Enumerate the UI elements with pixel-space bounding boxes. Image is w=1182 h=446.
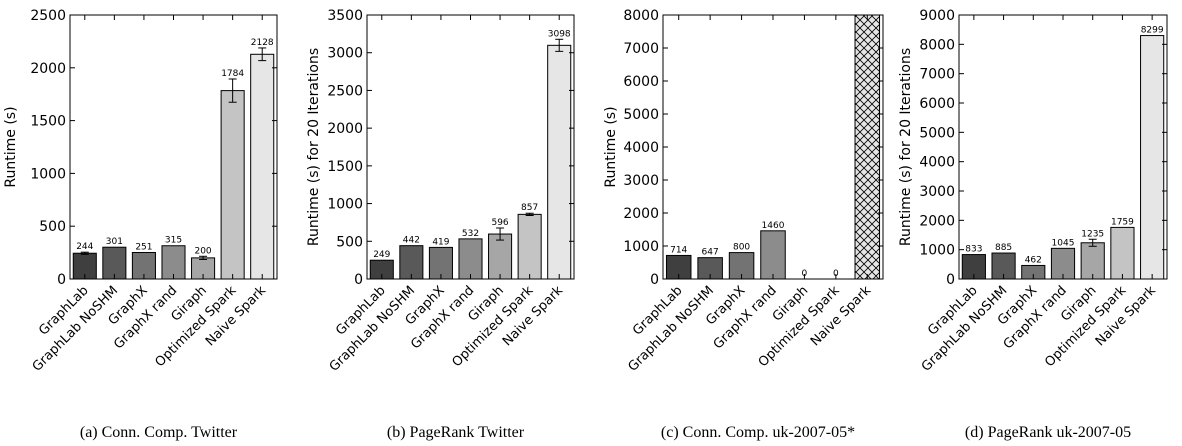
y-tick-label: 2000 bbox=[30, 61, 66, 77]
data-label: 462 bbox=[1025, 255, 1042, 265]
y-tick-label: 0 bbox=[57, 272, 66, 288]
bar bbox=[1080, 242, 1105, 280]
chart-caption: (d) PageRank uk-2007-05 bbox=[965, 424, 1131, 441]
bar bbox=[220, 90, 245, 280]
data-label: 1759 bbox=[1111, 217, 1134, 227]
data-label: 1045 bbox=[1052, 238, 1075, 248]
data-label: 8299 bbox=[1141, 26, 1164, 36]
y-tick-label: 2000 bbox=[623, 206, 659, 222]
y-tick-label: 8000 bbox=[919, 37, 955, 53]
bar bbox=[854, 14, 881, 280]
data-label: 1784 bbox=[221, 69, 244, 79]
y-tick-label: 7000 bbox=[919, 67, 955, 83]
y-tick-label: 5000 bbox=[919, 125, 955, 141]
chart-caption: (a) Conn. Comp. Twitter bbox=[80, 424, 238, 441]
data-label: 3098 bbox=[548, 29, 571, 39]
chart-caption: (c) Conn. Comp. uk-2007-05* bbox=[661, 424, 855, 441]
data-label: 419 bbox=[432, 237, 449, 247]
data-label: 1460 bbox=[762, 221, 785, 231]
y-tick-label: 6000 bbox=[919, 96, 955, 112]
y-tick-label: 3000 bbox=[327, 46, 363, 62]
bar bbox=[760, 230, 786, 280]
chart-panel-2: 249 442 419 532 596 857 3098 0 500 1000 1500 2000 25… bbox=[306, 8, 575, 441]
y-tick-label: 1000 bbox=[30, 166, 66, 182]
y-tick-label: 2000 bbox=[919, 213, 955, 229]
y-tick-label: 0 bbox=[946, 272, 955, 288]
data-label: 647 bbox=[702, 248, 719, 258]
bar bbox=[250, 53, 275, 280]
y-tick-label: 3000 bbox=[623, 173, 659, 189]
y-tick-label: 2500 bbox=[327, 83, 363, 99]
data-label: 857 bbox=[521, 203, 538, 213]
data-label: 2128 bbox=[251, 38, 274, 48]
y-tick-label: 5000 bbox=[623, 107, 659, 123]
chart-panel-1: 244 301 251 315 200 1784 2128 0 500 1000 1500 2000 2… bbox=[3, 8, 278, 441]
y-axis-label: Runtime (s) for 20 Iterations bbox=[306, 48, 322, 246]
data-label: 251 bbox=[135, 242, 152, 252]
chart-caption: (b) PageRank Twitter bbox=[387, 424, 525, 441]
bar bbox=[1140, 35, 1165, 280]
y-tick-label: 8000 bbox=[623, 8, 659, 24]
data-label: 1235 bbox=[1081, 229, 1104, 239]
bar bbox=[399, 245, 424, 280]
y-tick-label: 0 bbox=[650, 272, 659, 288]
data-label: 833 bbox=[965, 245, 982, 255]
y-tick-label: 1000 bbox=[919, 243, 955, 259]
y-axis-label: Runtime (s) bbox=[3, 106, 19, 187]
data-label: 800 bbox=[733, 243, 750, 253]
y-tick-label: 3000 bbox=[919, 184, 955, 200]
y-tick-label: 9000 bbox=[919, 8, 955, 24]
bar bbox=[488, 233, 513, 280]
data-label: 244 bbox=[76, 242, 93, 252]
data-label: 714 bbox=[670, 245, 687, 255]
y-tick-label: 2000 bbox=[327, 121, 363, 137]
y-tick-label: 1000 bbox=[327, 197, 363, 213]
y-axis-label: Runtime (s) bbox=[603, 106, 619, 187]
data-label: 442 bbox=[403, 236, 420, 246]
data-label: 885 bbox=[995, 243, 1012, 253]
data-label: 249 bbox=[373, 250, 390, 260]
y-tick-label: 1000 bbox=[623, 239, 659, 255]
data-label: 596 bbox=[491, 218, 508, 228]
y-tick-label: 0 bbox=[354, 272, 363, 288]
data-label: 301 bbox=[106, 237, 123, 247]
data-label: 315 bbox=[165, 236, 182, 246]
bar bbox=[1110, 226, 1135, 280]
y-tick-label: 1500 bbox=[30, 114, 66, 130]
y-axis-label: Runtime (s) for 20 Iterations bbox=[898, 48, 914, 246]
y-tick-label: 4000 bbox=[623, 140, 659, 156]
y-tick-label: 6000 bbox=[623, 74, 659, 90]
data-label: 200 bbox=[194, 246, 211, 256]
chart-panel-4: 833 885 462 1045 1235 1759 8299 0 1000 2000 3000 40… bbox=[898, 8, 1168, 441]
bar bbox=[547, 44, 572, 280]
y-tick-label: 7000 bbox=[623, 41, 659, 57]
y-tick-label: 4000 bbox=[919, 155, 955, 171]
y-tick-label: 500 bbox=[336, 234, 363, 250]
y-tick-label: 3500 bbox=[327, 8, 363, 24]
chart-panel-3: 7146478001460000100020003000400050006000… bbox=[603, 8, 884, 441]
y-tick-label: 1500 bbox=[327, 159, 363, 175]
data-label: 532 bbox=[462, 229, 479, 239]
y-tick-label: 2500 bbox=[30, 8, 66, 24]
y-tick-label: 500 bbox=[39, 219, 66, 235]
bar bbox=[517, 213, 542, 280]
bar bbox=[458, 238, 483, 280]
